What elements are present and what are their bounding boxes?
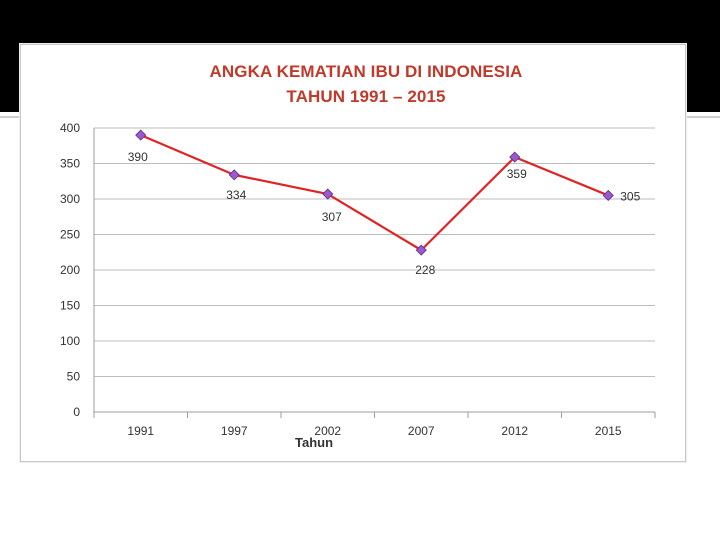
data-labels: 390 334 307 228 359 305: [128, 150, 641, 277]
x-tick-labels: 1991 1997 2002 2007 2012 2015: [127, 424, 622, 438]
data-point: [135, 129, 147, 141]
series-line: [140, 134, 609, 252]
y-tick-label: 100: [60, 334, 80, 348]
y-tick-labels: 0 50 100 150 200 250 300 350 400: [60, 121, 80, 419]
y-tick-label: 50: [67, 370, 81, 384]
data-label: 359: [507, 167, 527, 181]
series: [135, 129, 614, 256]
data-label: 305: [620, 189, 640, 203]
x-tick-label: 1991: [127, 424, 154, 438]
chart-card: ANGKA KEMATIAN IBU DI INDONESIA TAHUN 19…: [20, 44, 686, 462]
chart-title-line-2: TAHUN 1991 – 2015: [286, 87, 446, 106]
gridlines: [94, 127, 655, 377]
axes: [93, 128, 656, 418]
x-tick-label: 2007: [408, 424, 435, 438]
y-tick-label: 250: [60, 228, 80, 242]
data-label: 390: [128, 150, 148, 164]
x-tick-label: 2002: [314, 424, 341, 438]
x-tick-label: 1997: [221, 424, 248, 438]
chart-title-line-1: ANGKA KEMATIAN IBU DI INDONESIA: [209, 62, 523, 81]
x-axis-label: Tahun: [295, 435, 333, 450]
data-label: 228: [415, 263, 435, 277]
data-point: [415, 244, 427, 256]
y-tick-label: 0: [73, 405, 80, 419]
y-tick-label: 300: [60, 192, 80, 206]
data-label: 307: [322, 210, 342, 224]
data-label: 334: [226, 188, 246, 202]
data-point: [228, 169, 240, 181]
data-point: [509, 151, 521, 163]
y-tick-label: 350: [60, 157, 80, 171]
data-point: [322, 188, 334, 200]
data-point: [602, 189, 614, 202]
chart-title: ANGKA KEMATIAN IBU DI INDONESIA TAHUN 19…: [21, 59, 711, 109]
y-tick-label: 150: [60, 299, 80, 313]
x-tick-label: 2015: [595, 424, 622, 438]
y-tick-label: 400: [60, 121, 80, 135]
x-tick-label: 2012: [501, 424, 528, 438]
y-tick-label: 200: [60, 263, 80, 277]
